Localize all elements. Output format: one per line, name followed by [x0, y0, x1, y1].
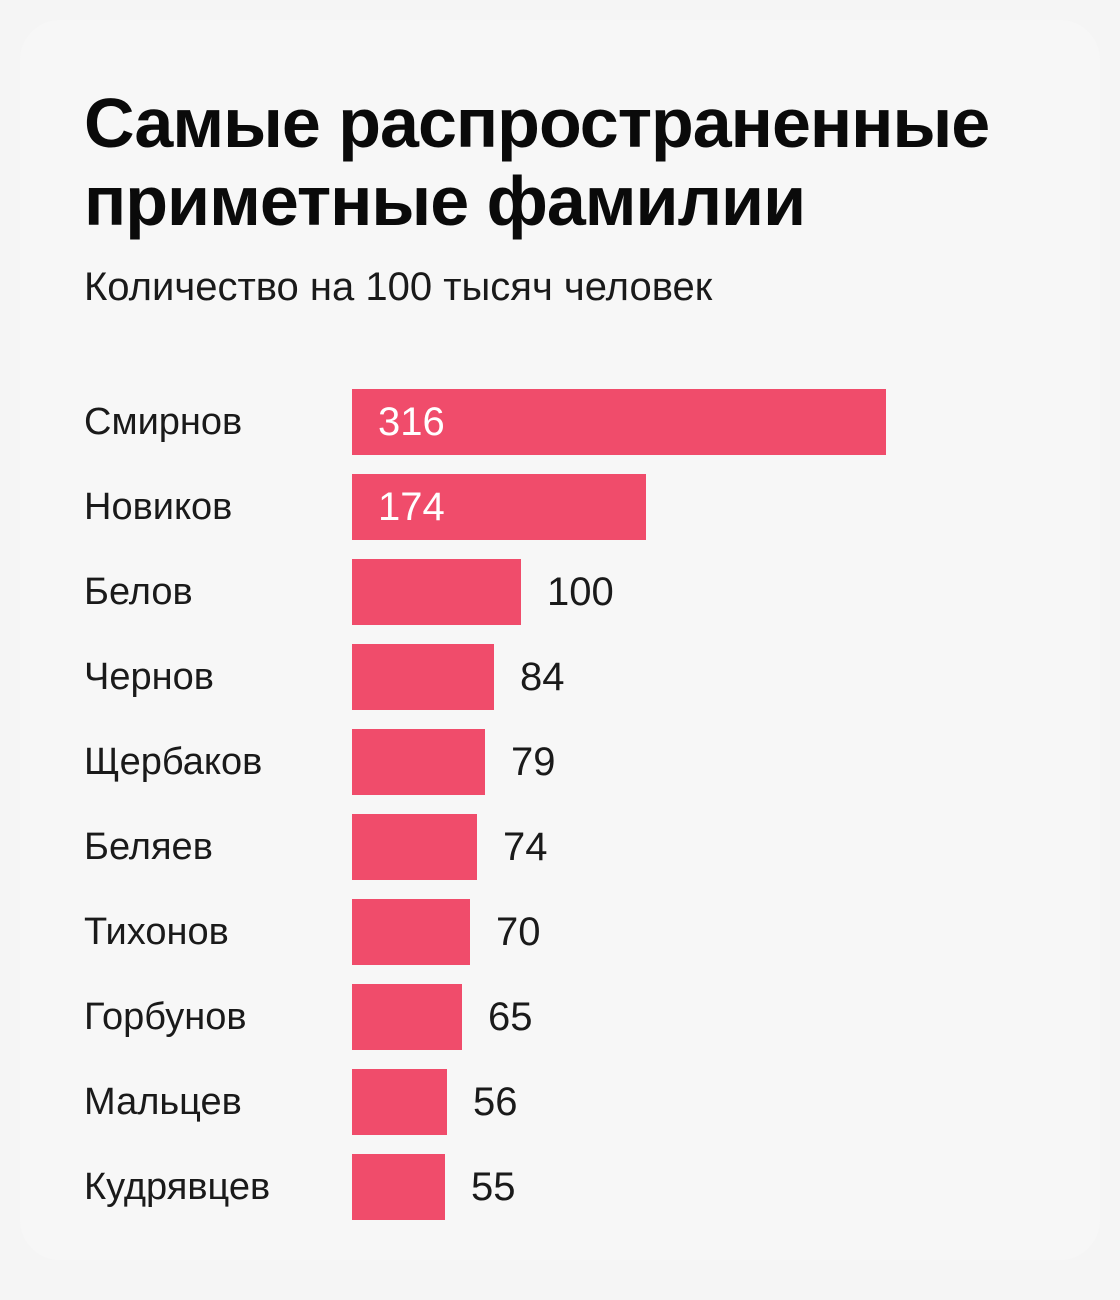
bar-value: 79 [511, 740, 556, 785]
bar-label: Мальцев [84, 1081, 352, 1124]
bar-label: Смирнов [84, 401, 352, 444]
bar [352, 559, 521, 625]
bar-row: Белов 100 [84, 550, 1036, 635]
bar-wrap: 55 [352, 1145, 1036, 1230]
chart-subtitle: Количество на 100 тысяч человек [84, 265, 1036, 310]
bar-wrap: 65 [352, 975, 1036, 1060]
bar [352, 984, 462, 1050]
bar-row: Чернов 84 [84, 635, 1036, 720]
bar [352, 899, 470, 965]
bar-row: Смирнов 316 [84, 380, 1036, 465]
bar-value: 100 [547, 570, 614, 615]
bar [352, 729, 485, 795]
bar-wrap: 56 [352, 1060, 1036, 1145]
bar-wrap: 84 [352, 635, 1036, 720]
bar-value: 56 [473, 1080, 518, 1125]
bar [352, 814, 477, 880]
bar-value: 65 [488, 995, 533, 1040]
bar [352, 1154, 445, 1220]
bar-row: Кудрявцев 55 [84, 1145, 1036, 1230]
bar-label: Тихонов [84, 911, 352, 954]
chart-title: Самые распространенные приметные фамилии [84, 84, 1036, 241]
bar-label: Горбунов [84, 996, 352, 1039]
bar-row: Щербаков 79 [84, 720, 1036, 805]
bar-wrap: 100 [352, 550, 1036, 635]
bar [352, 644, 494, 710]
bar-label: Беляев [84, 826, 352, 869]
bar: 174 [352, 474, 646, 540]
bar-row: Новиков 174 [84, 465, 1036, 550]
bar-wrap: 70 [352, 890, 1036, 975]
bar-row: Горбунов 65 [84, 975, 1036, 1060]
bar: 316 [352, 389, 886, 455]
bar-value: 174 [378, 485, 445, 530]
chart-card: Самые распространенные приметные фамилии… [20, 20, 1100, 1260]
bar-wrap: 316 [352, 380, 1036, 465]
bar-value: 74 [503, 825, 548, 870]
bar-value: 84 [520, 655, 565, 700]
bar-value: 55 [471, 1165, 516, 1210]
bar-wrap: 74 [352, 805, 1036, 890]
bar-row: Тихонов 70 [84, 890, 1036, 975]
bar-label: Новиков [84, 486, 352, 529]
bar-label: Чернов [84, 656, 352, 699]
bar-row: Мальцев 56 [84, 1060, 1036, 1145]
bar-value: 70 [496, 910, 541, 955]
bar-chart: Смирнов 316 Новиков 174 Белов 100 Чернов 84 Щерб… [84, 380, 1036, 1230]
bar-label: Кудрявцев [84, 1166, 352, 1209]
bar-label: Белов [84, 571, 352, 614]
bar-row: Беляев 74 [84, 805, 1036, 890]
bar-wrap: 79 [352, 720, 1036, 805]
bar [352, 1069, 447, 1135]
bar-value: 316 [378, 400, 445, 445]
bar-label: Щербаков [84, 741, 352, 784]
bar-wrap: 174 [352, 465, 1036, 550]
